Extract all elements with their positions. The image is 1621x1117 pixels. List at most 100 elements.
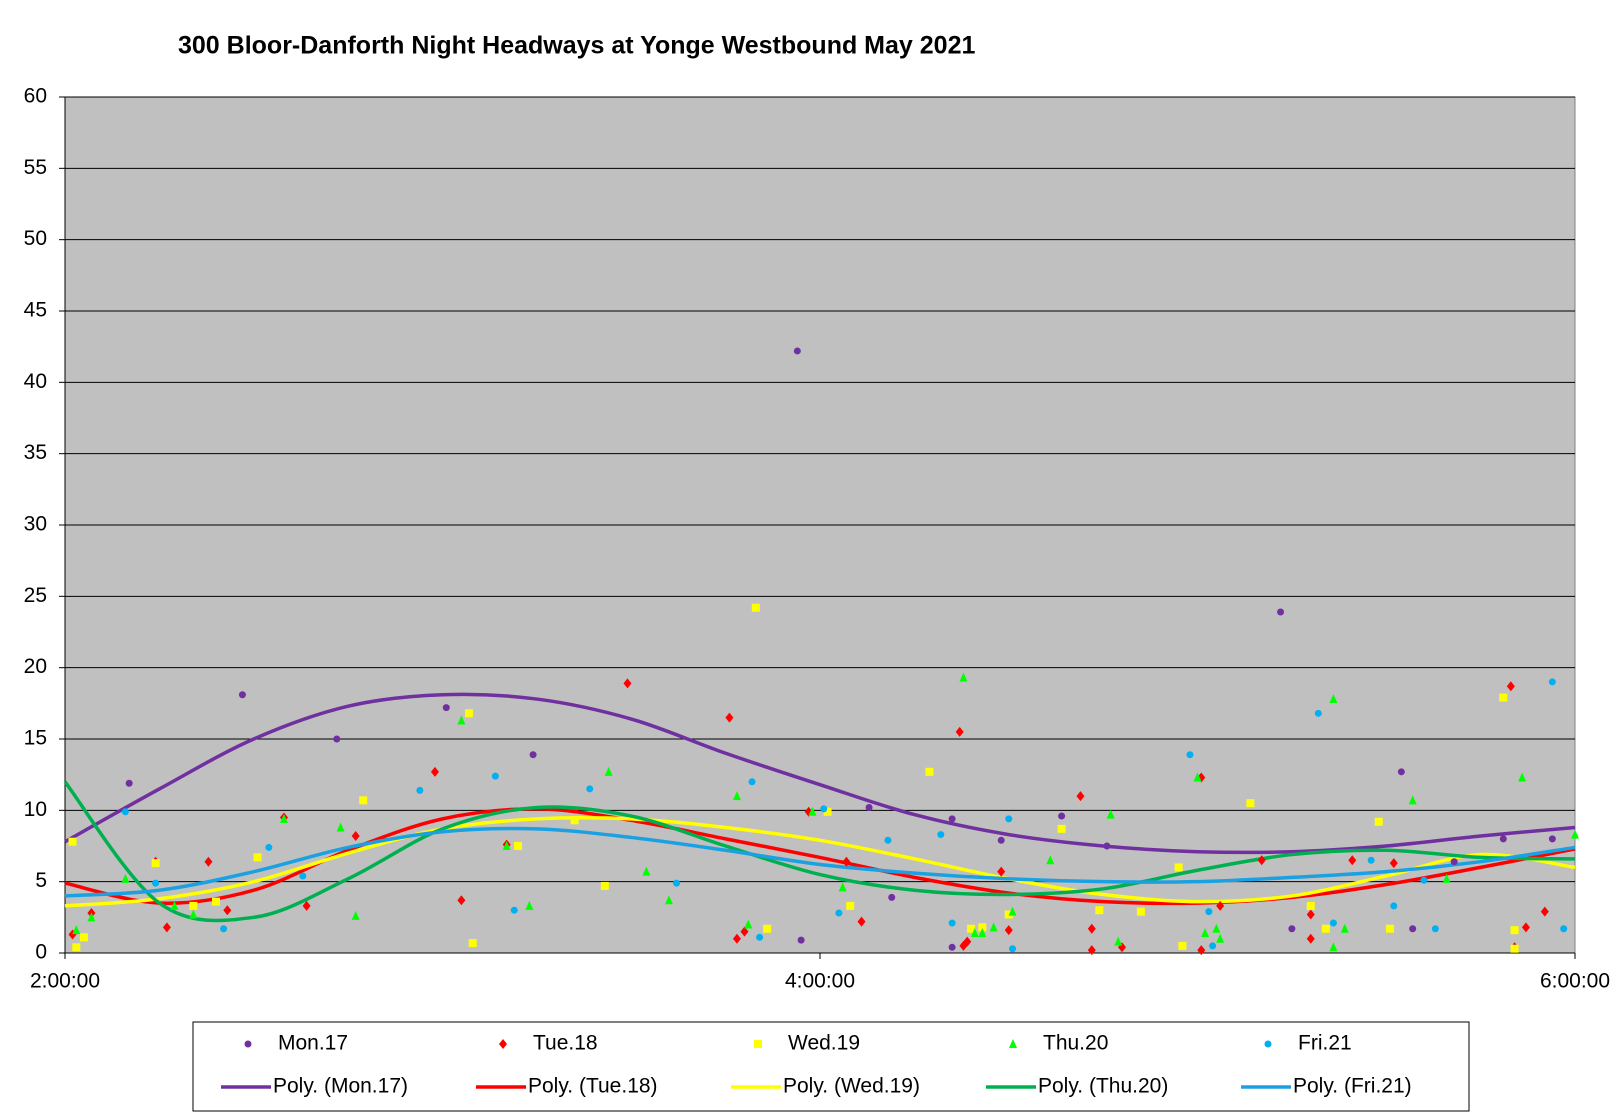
point — [1178, 941, 1187, 950]
legend-marker — [499, 1039, 507, 1049]
point — [1306, 909, 1315, 920]
point — [1288, 925, 1296, 933]
point — [948, 815, 956, 823]
point — [865, 803, 873, 811]
point — [1106, 809, 1115, 819]
trend-line — [64, 826, 1576, 898]
point — [162, 922, 171, 933]
point — [1197, 945, 1206, 956]
legend-label: Fri.21 — [1298, 1032, 1352, 1055]
point — [351, 831, 360, 842]
point — [1257, 855, 1266, 866]
point — [1306, 933, 1315, 944]
point — [857, 916, 866, 927]
point — [997, 866, 1006, 877]
point — [87, 912, 96, 922]
point — [793, 347, 801, 355]
point — [1277, 608, 1285, 616]
point — [1548, 678, 1556, 686]
point — [442, 704, 450, 712]
point — [884, 836, 892, 844]
point — [963, 936, 972, 947]
point — [302, 900, 311, 911]
point — [1209, 942, 1217, 950]
x-tick-label: 6:00:00 — [1540, 970, 1610, 993]
point — [1518, 772, 1527, 782]
point — [797, 936, 805, 944]
point — [967, 924, 975, 933]
point — [1431, 925, 1439, 933]
point — [1329, 919, 1337, 927]
y-tick-label: 25 — [24, 584, 47, 607]
point — [1321, 924, 1330, 933]
point — [416, 786, 424, 794]
point — [744, 919, 753, 929]
point — [1095, 906, 1104, 915]
point — [1548, 835, 1556, 843]
point — [1004, 925, 1013, 936]
y-tick-label: 45 — [24, 299, 47, 322]
point — [732, 791, 741, 801]
point — [763, 924, 772, 933]
point — [842, 856, 851, 867]
point — [756, 933, 764, 941]
point — [529, 751, 537, 759]
point — [820, 805, 828, 813]
point — [997, 836, 1005, 844]
point — [299, 872, 307, 880]
point — [1329, 942, 1338, 952]
point — [846, 901, 855, 910]
point — [1205, 908, 1213, 916]
y-tick-label: 60 — [24, 85, 47, 108]
point — [1076, 791, 1085, 802]
point — [525, 900, 534, 910]
point — [1114, 936, 1123, 946]
point — [1571, 829, 1579, 839]
point — [1008, 906, 1017, 916]
point — [937, 831, 945, 839]
point — [835, 909, 843, 917]
point — [502, 841, 511, 850]
point — [468, 939, 477, 948]
point — [1193, 772, 1202, 782]
point — [600, 881, 609, 890]
point — [725, 712, 734, 723]
legend-marker — [754, 1040, 762, 1048]
point — [1306, 901, 1315, 910]
point — [1409, 925, 1417, 933]
point — [925, 767, 934, 776]
point — [1420, 876, 1428, 884]
point — [1521, 922, 1530, 933]
point — [1216, 933, 1225, 943]
point — [1004, 910, 1013, 919]
point — [1212, 923, 1221, 933]
point — [1046, 855, 1055, 865]
point — [223, 905, 232, 916]
point — [279, 813, 288, 823]
point — [336, 822, 345, 832]
point — [1186, 751, 1194, 759]
point — [948, 919, 956, 927]
legend-marker — [1009, 1039, 1017, 1048]
chart-title: 300 Bloor-Danforth Night Headways at Yon… — [178, 32, 975, 60]
point — [740, 926, 749, 937]
y-tick-label: 35 — [24, 441, 47, 464]
point — [430, 766, 439, 777]
point — [1314, 709, 1322, 717]
point — [1367, 856, 1375, 864]
point — [665, 895, 673, 905]
point — [68, 837, 77, 846]
point — [151, 859, 160, 868]
point — [1390, 902, 1398, 910]
point — [1058, 812, 1066, 820]
legend-label: Poly. (Fri.21) — [1293, 1075, 1412, 1098]
point — [359, 796, 368, 805]
point — [604, 766, 613, 776]
point — [1174, 863, 1183, 872]
point — [333, 735, 341, 743]
point — [1540, 906, 1549, 917]
x-tick-label: 4:00:00 — [785, 970, 855, 993]
point — [1216, 900, 1225, 911]
point — [212, 897, 220, 906]
